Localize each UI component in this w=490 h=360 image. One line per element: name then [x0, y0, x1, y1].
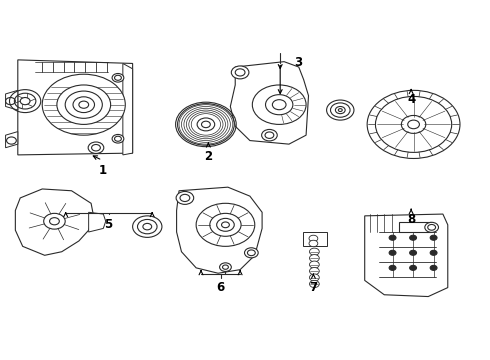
Circle shape — [112, 73, 124, 82]
Text: 2: 2 — [204, 150, 213, 163]
Text: 3: 3 — [294, 56, 303, 69]
Text: 5: 5 — [104, 218, 112, 231]
Circle shape — [430, 265, 437, 270]
Circle shape — [252, 85, 306, 125]
Circle shape — [133, 216, 162, 237]
Circle shape — [309, 240, 318, 247]
Polygon shape — [303, 232, 327, 246]
Circle shape — [88, 142, 104, 153]
Text: 4: 4 — [407, 93, 415, 106]
Circle shape — [176, 192, 194, 204]
Polygon shape — [5, 132, 18, 148]
Polygon shape — [230, 62, 309, 144]
Text: 7: 7 — [309, 281, 318, 294]
Circle shape — [389, 265, 396, 270]
Polygon shape — [18, 60, 133, 155]
Circle shape — [389, 235, 396, 240]
Circle shape — [177, 104, 234, 145]
Polygon shape — [123, 63, 133, 155]
Circle shape — [430, 235, 437, 240]
Polygon shape — [5, 90, 18, 110]
Circle shape — [310, 248, 319, 255]
Circle shape — [245, 248, 258, 258]
Circle shape — [220, 263, 231, 271]
Circle shape — [310, 274, 319, 281]
Circle shape — [310, 255, 319, 262]
Polygon shape — [15, 189, 94, 255]
Circle shape — [310, 261, 319, 268]
Circle shape — [327, 100, 354, 120]
Circle shape — [430, 250, 437, 255]
Circle shape — [42, 74, 125, 135]
Text: 1: 1 — [98, 164, 106, 177]
Circle shape — [425, 222, 439, 232]
Bar — [399, 222, 431, 232]
Circle shape — [262, 130, 277, 141]
Circle shape — [57, 85, 111, 125]
Polygon shape — [89, 212, 106, 232]
Text: 6: 6 — [217, 281, 225, 294]
Circle shape — [231, 66, 249, 79]
Circle shape — [112, 134, 124, 143]
Circle shape — [196, 203, 255, 246]
Circle shape — [309, 235, 318, 242]
Circle shape — [367, 90, 460, 158]
Circle shape — [410, 265, 416, 270]
Circle shape — [389, 250, 396, 255]
Circle shape — [310, 267, 319, 275]
Polygon shape — [176, 187, 262, 273]
Circle shape — [410, 250, 416, 255]
Text: 8: 8 — [407, 213, 415, 226]
Circle shape — [410, 235, 416, 240]
Polygon shape — [365, 214, 448, 297]
Circle shape — [310, 280, 319, 288]
